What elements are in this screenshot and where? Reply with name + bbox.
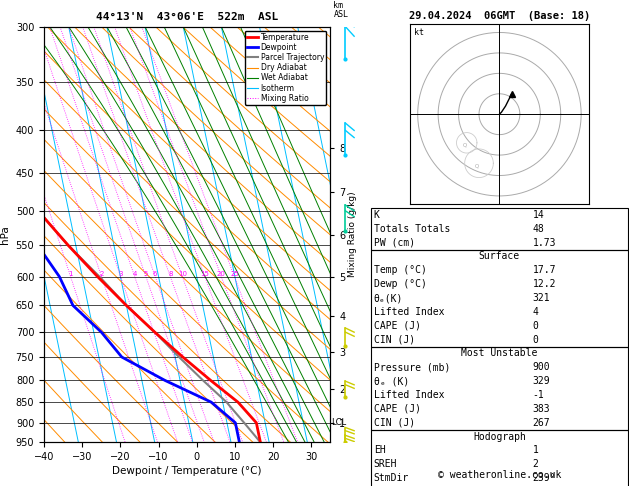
Text: 900: 900: [533, 362, 550, 372]
Text: θₑ(K): θₑ(K): [374, 293, 403, 303]
Text: Surface: Surface: [479, 251, 520, 261]
Text: 44°13'N  43°06'E  522m  ASL: 44°13'N 43°06'E 522m ASL: [96, 12, 278, 22]
Text: 3: 3: [118, 271, 123, 277]
Text: 1: 1: [533, 445, 538, 455]
Text: 14: 14: [533, 210, 545, 220]
Text: 267: 267: [533, 417, 550, 428]
Text: θₑ (K): θₑ (K): [374, 376, 409, 386]
Text: 0: 0: [533, 334, 538, 345]
Text: 321: 321: [533, 293, 550, 303]
Text: CAPE (J): CAPE (J): [374, 404, 421, 414]
Text: Temp (°C): Temp (°C): [374, 265, 426, 276]
Text: 15: 15: [201, 271, 209, 277]
Text: 383: 383: [533, 404, 550, 414]
Text: 4: 4: [133, 271, 137, 277]
Text: km
ASL: km ASL: [333, 1, 348, 19]
Text: EH: EH: [374, 445, 386, 455]
Y-axis label: hPa: hPa: [0, 225, 10, 244]
Text: LCL: LCL: [331, 418, 347, 427]
Text: Q: Q: [475, 163, 479, 168]
Text: 48: 48: [533, 224, 545, 234]
Text: Lifted Index: Lifted Index: [374, 307, 444, 317]
Text: 17.7: 17.7: [533, 265, 556, 276]
Text: 8: 8: [168, 271, 172, 277]
Text: 29.04.2024  06GMT  (Base: 18): 29.04.2024 06GMT (Base: 18): [409, 11, 590, 21]
Text: 20: 20: [217, 271, 226, 277]
Text: 25: 25: [230, 271, 239, 277]
Text: 10: 10: [178, 271, 187, 277]
Text: CIN (J): CIN (J): [374, 334, 415, 345]
Text: Pressure (mb): Pressure (mb): [374, 362, 450, 372]
Text: StmDir: StmDir: [374, 473, 409, 483]
Text: Totals Totals: Totals Totals: [374, 224, 450, 234]
Text: CIN (J): CIN (J): [374, 417, 415, 428]
Text: Most Unstable: Most Unstable: [461, 348, 538, 359]
Text: 329: 329: [533, 376, 550, 386]
Text: 1.73: 1.73: [533, 238, 556, 248]
Text: PW (cm): PW (cm): [374, 238, 415, 248]
Text: kt: kt: [414, 28, 423, 37]
Text: 0: 0: [533, 321, 538, 331]
Text: CAPE (J): CAPE (J): [374, 321, 421, 331]
Text: 5: 5: [143, 271, 148, 277]
Text: SREH: SREH: [374, 459, 397, 469]
Text: 1: 1: [69, 271, 73, 277]
Text: Hodograph: Hodograph: [473, 432, 526, 442]
Text: 12.2: 12.2: [533, 279, 556, 289]
Text: K: K: [374, 210, 379, 220]
X-axis label: Dewpoint / Temperature (°C): Dewpoint / Temperature (°C): [113, 466, 262, 476]
Legend: Temperature, Dewpoint, Parcel Trajectory, Dry Adiabat, Wet Adiabat, Isotherm, Mi: Temperature, Dewpoint, Parcel Trajectory…: [245, 31, 326, 105]
Text: 2: 2: [99, 271, 104, 277]
Text: 4: 4: [533, 307, 538, 317]
Text: 6: 6: [153, 271, 157, 277]
Text: Dewp (°C): Dewp (°C): [374, 279, 426, 289]
Text: Lifted Index: Lifted Index: [374, 390, 444, 400]
Text: Q: Q: [463, 143, 467, 148]
Text: 239°: 239°: [533, 473, 556, 483]
Y-axis label: Mixing Ratio (g/kg): Mixing Ratio (g/kg): [348, 191, 357, 278]
Text: © weatheronline.co.uk: © weatheronline.co.uk: [438, 470, 561, 480]
Text: 2: 2: [533, 459, 538, 469]
Text: -1: -1: [533, 390, 545, 400]
